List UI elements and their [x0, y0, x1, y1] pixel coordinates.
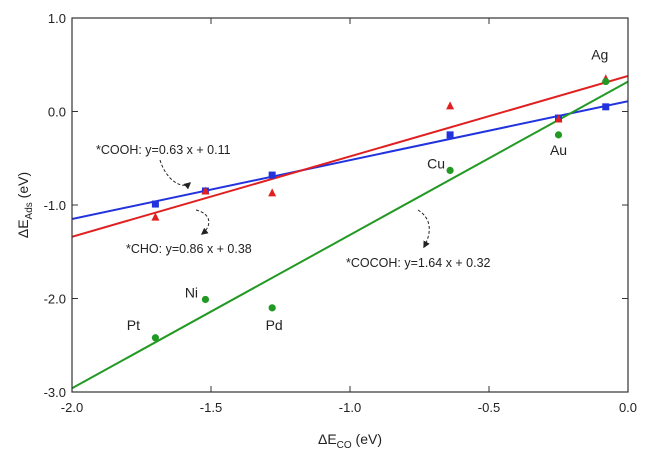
metal-label-pd: Pd — [266, 317, 283, 333]
cooh-point — [602, 103, 610, 111]
metal-label-cu: Cu — [427, 155, 445, 171]
metal-label-ni: Ni — [185, 284, 198, 300]
cocoh-point — [201, 295, 210, 304]
cocoh-point — [446, 166, 454, 175]
y-tick-label: -1.0 — [44, 198, 66, 213]
cooh-fit-label: *COOH: y=0.63 x + 0.11 — [96, 143, 231, 157]
x-tick-label: -1.0 — [339, 400, 361, 415]
cocoh-fit-label: *COCOH: y=1.64 x + 0.32 — [346, 256, 491, 270]
y-tick-label: 1.0 — [48, 11, 66, 26]
x-tick-label: 0.0 — [619, 400, 637, 415]
cocoh-point — [554, 131, 563, 139]
metal-labels: Pt Ni Pd Cu Au Ag — [127, 47, 609, 333]
y-tick-label: 0.0 — [48, 105, 66, 120]
x-tick-label: -1.5 — [200, 400, 222, 415]
cocoh-annotation-arrow — [417, 209, 430, 249]
metal-label-pt: Pt — [127, 317, 140, 333]
cho-point — [151, 212, 160, 221]
cooh-point — [268, 171, 276, 179]
data-points — [151, 74, 610, 342]
cocoh-fit-line — [72, 80, 628, 390]
cho-fit-label: *CHO: y=0.86 x + 0.38 — [126, 242, 252, 256]
cocoh-point — [268, 304, 276, 312]
metal-label-ag: Ag — [591, 47, 608, 63]
x-tick-label: -0.5 — [478, 400, 500, 415]
y-axis: -3.0 -2.0 -1.0 0.0 1.0 — [44, 11, 628, 400]
cocoh-point — [151, 334, 159, 342]
fit-lines — [72, 75, 628, 390]
cooh-point — [446, 131, 454, 139]
y-tick-label: -3.0 — [44, 385, 66, 400]
metal-label-au: Au — [550, 142, 567, 158]
y-axis-title: ΔEAds (eV) — [15, 172, 35, 238]
cho-point — [446, 101, 455, 110]
x-tick-label: -2.0 — [61, 400, 83, 415]
x-axis: -2.0 -1.5 -1.0 -0.5 0.0 — [61, 18, 637, 415]
cho-fit-line — [72, 75, 628, 238]
cocoh-point — [602, 77, 610, 86]
x-axis-title: ΔECO (eV) — [318, 431, 382, 451]
y-tick-label: -2.0 — [44, 292, 66, 307]
cho-point — [201, 186, 210, 195]
cho-annotation-arrow — [195, 209, 210, 235]
cho-point — [554, 114, 563, 123]
cooh-fit-line — [72, 100, 628, 221]
cooh-point — [151, 200, 159, 208]
cooh-annotation-arrow — [159, 159, 192, 190]
cho-point — [268, 188, 277, 197]
